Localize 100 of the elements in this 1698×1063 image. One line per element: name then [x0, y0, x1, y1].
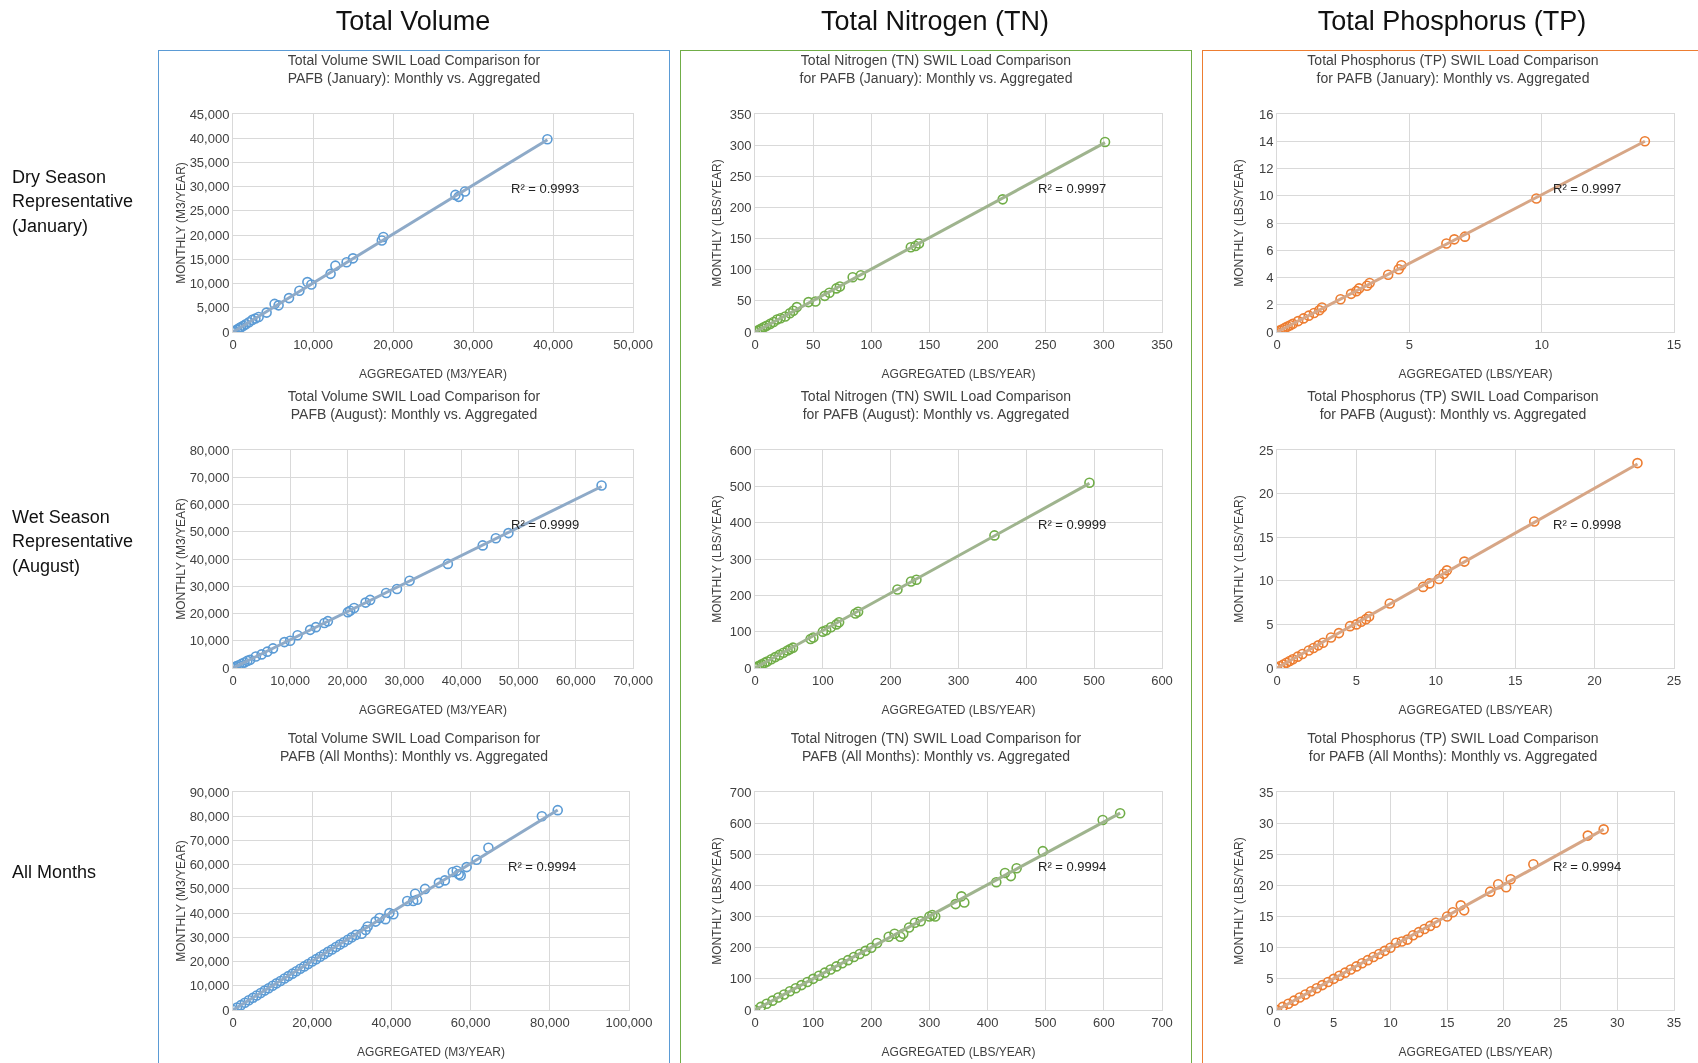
x-tick-label: 10 — [1534, 336, 1549, 352]
y-tick-label: 90,000 — [189, 784, 230, 800]
x-tick-label: 150 — [918, 336, 941, 352]
x-tick-label: 30,000 — [384, 672, 425, 688]
x-tick-label: 15 — [1666, 336, 1682, 352]
y-tick-label: 40,000 — [189, 551, 230, 567]
x-tick-label: 300 — [918, 1014, 941, 1030]
y-axis-title: MONTHLY (M3/YEAR) — [173, 840, 188, 962]
x-tick-label: 40,000 — [441, 672, 482, 688]
x-tick-label: 20 — [1587, 672, 1602, 688]
x-tick-label: 10 — [1428, 672, 1444, 688]
x-tick-label: 60,000 — [450, 1014, 491, 1030]
x-tick-label: 20,000 — [292, 1014, 333, 1030]
x-tick-label: 40,000 — [371, 1014, 412, 1030]
annotation: R² = 0.9994 — [1038, 859, 1107, 874]
y-tick-label: 60,000 — [189, 497, 230, 513]
annotation: R² = 0.9999 — [511, 517, 580, 532]
text: Total Nitrogen (TN) — [819, 6, 1051, 37]
y-tick-label: 5,000 — [196, 300, 230, 316]
y-tick-label: 50 — [736, 293, 752, 309]
y-tick-label: 700 — [729, 784, 752, 800]
y-tick-label: 300 — [729, 137, 752, 153]
y-tick-label: 0 — [222, 324, 230, 340]
y-tick-label: 50,000 — [189, 524, 230, 540]
y-tick-label: 200 — [729, 199, 752, 215]
y-tick-label: 200 — [729, 587, 752, 603]
y-tick-label: 12 — [1258, 161, 1274, 177]
x-tick-label: 50 — [805, 336, 821, 352]
chart-title: Total Nitrogen (TN) SWIL Load Comparison for PAFB (August): Monthly vs. Aggregated — [800, 388, 1072, 423]
chart-title: Total Volume SWIL Load Comparison for PAFB (August): Monthly vs. Aggregated — [287, 388, 541, 423]
y-axis-title: MONTHLY (M3/YEAR) — [173, 498, 188, 620]
chart-title: Total Volume SWIL Load Comparison for PAFB (January): Monthly vs. Aggregated — [287, 52, 541, 87]
y-tick-label: 16 — [1258, 106, 1274, 122]
chart-title: Total Volume SWIL Load Comparison for PAFB (All Months): Monthly vs. Aggregated — [279, 730, 549, 765]
x-axis-title: AGGREGATED (LBS/YEAR) — [881, 1045, 1036, 1059]
y-tick-label: 25 — [1258, 442, 1274, 458]
y-tick-label: 0 — [222, 660, 230, 676]
x-axis-title: AGGREGATED (LBS/YEAR) — [1398, 703, 1553, 717]
y-tick-label: 300 — [729, 551, 752, 567]
x-tick-label: 250 — [1034, 336, 1057, 352]
x-tick-label: 500 — [1034, 1014, 1057, 1030]
x-tick-label: 200 — [879, 672, 902, 688]
y-tick-label: 25,000 — [189, 203, 230, 219]
y-tick-label: 100 — [729, 971, 752, 987]
y-tick-label: 8 — [1266, 215, 1274, 231]
y-tick-label: 30,000 — [189, 929, 230, 945]
y-tick-label: 400 — [729, 877, 752, 893]
x-tick-label: 5 — [1352, 672, 1361, 688]
y-tick-label: 40,000 — [189, 130, 230, 146]
y-tick-label: 0 — [222, 1002, 230, 1018]
x-tick-label: 600 — [1151, 672, 1173, 688]
annotation: R² = 0.9999 — [1038, 517, 1107, 532]
y-tick-label: 0 — [744, 1002, 752, 1018]
y-tick-label: 2 — [1266, 297, 1274, 313]
y-tick-label: 0 — [1266, 660, 1274, 676]
y-axis-title: MONTHLY (LBS/YEAR) — [710, 837, 724, 965]
y-tick-label: 20,000 — [189, 227, 230, 243]
x-tick-label: 10,000 — [293, 336, 333, 352]
text: Wet Season Representative (August) — [12, 506, 135, 578]
x-tick-label: 5 — [1405, 336, 1413, 352]
y-tick-label: 5 — [1266, 616, 1274, 632]
chart-title: Total Phosphorus (TP) SWIL Load Comparison for PAFB (August): Monthly vs. Aggregated — [1307, 388, 1599, 423]
x-tick-label: 100 — [811, 672, 834, 688]
y-tick-label: 80,000 — [189, 808, 230, 824]
x-tick-label: 30,000 — [453, 336, 493, 352]
x-tick-label: 600 — [1093, 1014, 1115, 1030]
y-axis-title: MONTHLY (LBS/YEAR) — [710, 159, 724, 287]
x-tick-label: 25 — [1666, 672, 1682, 688]
x-tick-label: 5 — [1330, 1014, 1338, 1030]
y-tick-label: 300 — [729, 909, 752, 925]
x-tick-label: 700 — [1151, 1014, 1173, 1030]
text: Total Volume — [334, 6, 492, 37]
x-tick-label: 400 — [976, 1014, 999, 1030]
annotation: R² = 0.9993 — [511, 181, 580, 196]
x-tick-label: 50,000 — [613, 336, 653, 352]
y-tick-label: 10,000 — [189, 276, 230, 292]
y-tick-label: 15 — [1258, 529, 1274, 545]
y-tick-label: 40,000 — [189, 905, 230, 921]
x-axis-title: AGGREGATED (LBS/YEAR) — [1398, 1045, 1553, 1059]
y-tick-label: 20,000 — [189, 606, 230, 622]
y-tick-label: 45,000 — [189, 106, 230, 122]
x-axis-title: AGGREGATED (M3/YEAR) — [357, 1045, 505, 1059]
x-tick-label: 40,000 — [533, 336, 573, 352]
text: Dry Season Representative (January) — [12, 166, 135, 238]
x-tick-label: 500 — [1083, 672, 1106, 688]
x-tick-label: 400 — [1015, 672, 1038, 688]
y-tick-label: 0 — [744, 324, 752, 340]
annotation: R² = 0.9997 — [1038, 181, 1107, 196]
y-tick-label: 10 — [1258, 188, 1274, 204]
x-tick-label: 300 — [947, 672, 970, 688]
x-tick-label: 20 — [1496, 1014, 1512, 1030]
y-tick-label: 30 — [1258, 815, 1274, 831]
chart-title: Total Nitrogen (TN) SWIL Load Comparison for PAFB (January): Monthly vs. Aggregated — [799, 52, 1073, 87]
chart-title: Total Nitrogen (TN) SWIL Load Comparison for PAFB (All Months): Monthly vs. Aggregated — [790, 730, 1082, 765]
y-tick-label: 20,000 — [189, 954, 230, 970]
y-tick-label: 30,000 — [189, 578, 230, 594]
y-tick-label: 80,000 — [189, 442, 230, 458]
x-tick-label: 10 — [1383, 1014, 1398, 1030]
x-tick-label: 300 — [1093, 336, 1115, 352]
y-tick-label: 10 — [1258, 573, 1274, 589]
